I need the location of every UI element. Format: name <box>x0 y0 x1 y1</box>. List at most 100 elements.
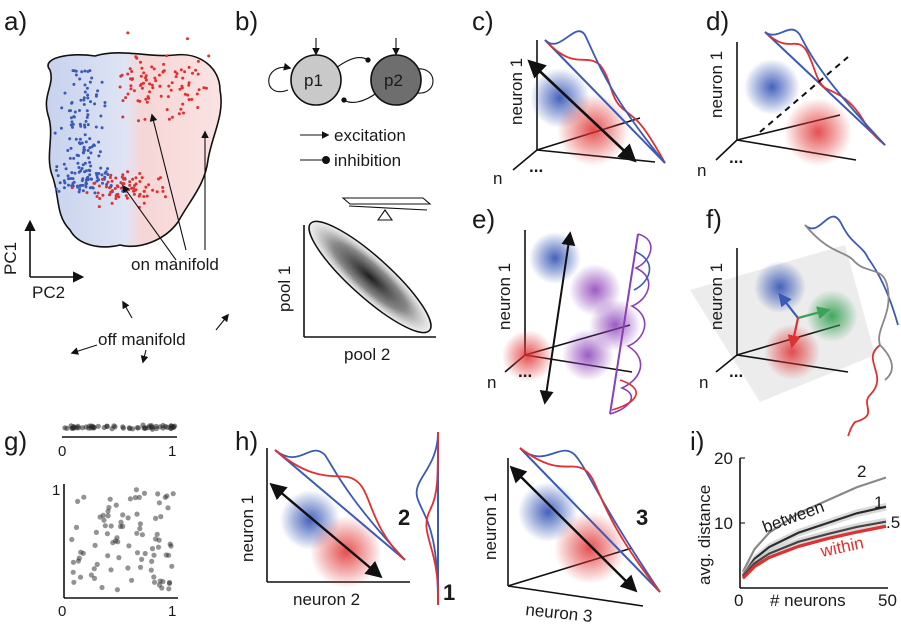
blue-point <box>60 106 64 110</box>
scatter-point <box>134 511 140 517</box>
scatter-point <box>77 574 84 580</box>
scatter-point <box>137 526 143 532</box>
red-point <box>108 186 112 190</box>
red-point <box>183 92 187 96</box>
right-neuron1-label: neuron 1 <box>481 493 500 560</box>
blue-point <box>86 96 90 100</box>
red-point <box>130 70 134 73</box>
excitation-legend: excitation <box>334 126 406 145</box>
line-point <box>157 424 163 430</box>
scatter-point <box>81 494 87 500</box>
blue-point <box>86 93 90 97</box>
blue-point <box>53 131 57 135</box>
blue-point <box>85 115 89 119</box>
scatter-point <box>137 521 143 527</box>
n-label: n <box>487 373 496 392</box>
ytick-10: 10 <box>714 514 733 533</box>
neuron1-label: neuron 1 <box>507 58 526 125</box>
red-density <box>611 379 637 411</box>
scatter-point <box>99 584 105 591</box>
blue-point <box>90 76 94 80</box>
blue-point <box>99 114 103 118</box>
red-point <box>161 189 165 193</box>
blue-point <box>69 116 73 120</box>
red-point <box>197 88 201 92</box>
red-point <box>126 31 130 35</box>
red-point <box>105 185 108 189</box>
red-density <box>847 344 881 437</box>
line-point <box>126 425 132 431</box>
blue-point <box>97 140 101 144</box>
red-point <box>132 192 136 196</box>
red-point <box>128 180 132 184</box>
red-point <box>195 92 199 96</box>
line-point <box>134 425 140 431</box>
red-point <box>98 197 102 200</box>
blue-point <box>103 101 107 104</box>
blue-point <box>95 176 99 179</box>
red-point <box>183 70 187 74</box>
blue-point <box>64 167 68 171</box>
curve-label-2: 2 <box>857 462 866 481</box>
blue-point <box>82 148 86 151</box>
red-point <box>154 79 158 83</box>
blue-point <box>72 82 76 86</box>
panel-f: f) neuron 1 n ... <box>690 204 899 437</box>
red-point <box>142 189 146 193</box>
blue-point <box>82 145 86 149</box>
scatter-point <box>132 495 138 501</box>
red-point <box>124 194 128 198</box>
blue-density <box>764 28 886 146</box>
red-point <box>145 194 149 198</box>
red-point <box>118 85 122 89</box>
gray-density <box>804 224 890 346</box>
blue-point <box>77 166 81 169</box>
red-point <box>145 100 149 104</box>
label-3: 3 <box>636 505 648 530</box>
blue-point <box>70 101 74 105</box>
blue-point <box>84 183 88 186</box>
scatter-point <box>159 585 165 591</box>
blue-point <box>83 170 87 174</box>
curve-label-1: 1 <box>874 493 883 512</box>
panel-f-label: f) <box>706 204 722 234</box>
red-point <box>129 87 133 91</box>
red-point <box>157 73 161 77</box>
blue-point <box>70 171 74 175</box>
blue-point <box>95 179 99 183</box>
scatter-point <box>110 540 116 546</box>
blue-point <box>83 133 87 137</box>
on-manifold-arrow-2 <box>149 113 187 251</box>
red-point <box>166 95 170 99</box>
n-label: n <box>699 373 708 392</box>
red-point <box>140 66 144 70</box>
curve-within <box>741 524 887 580</box>
red-point <box>116 185 120 189</box>
scatter-point <box>106 504 112 511</box>
blue-point <box>78 188 82 191</box>
line-point <box>64 425 70 431</box>
blue-point <box>70 120 74 124</box>
red-point <box>126 92 130 96</box>
off-manifold-label: off manifold <box>98 330 186 349</box>
panel-g: g) 0 1 1 0 1 <box>4 422 178 620</box>
red-point <box>114 176 118 180</box>
pc1-label: PC1 <box>1 242 20 275</box>
line-point <box>170 424 176 430</box>
red-point <box>190 97 194 101</box>
n-label: n <box>697 161 706 180</box>
blue-point <box>82 98 86 102</box>
blue-point <box>72 115 76 119</box>
red-point <box>117 195 121 199</box>
blue-point <box>69 109 72 113</box>
red-point <box>108 193 112 197</box>
scatter-point <box>108 567 114 573</box>
blue-point <box>86 123 90 127</box>
red-point <box>158 84 162 88</box>
blue-point <box>88 80 92 84</box>
red-point <box>161 186 165 189</box>
distance-curves <box>741 476 887 581</box>
left-decision-arrow <box>269 482 383 579</box>
blue-point <box>99 166 103 170</box>
blue-point <box>104 170 108 174</box>
